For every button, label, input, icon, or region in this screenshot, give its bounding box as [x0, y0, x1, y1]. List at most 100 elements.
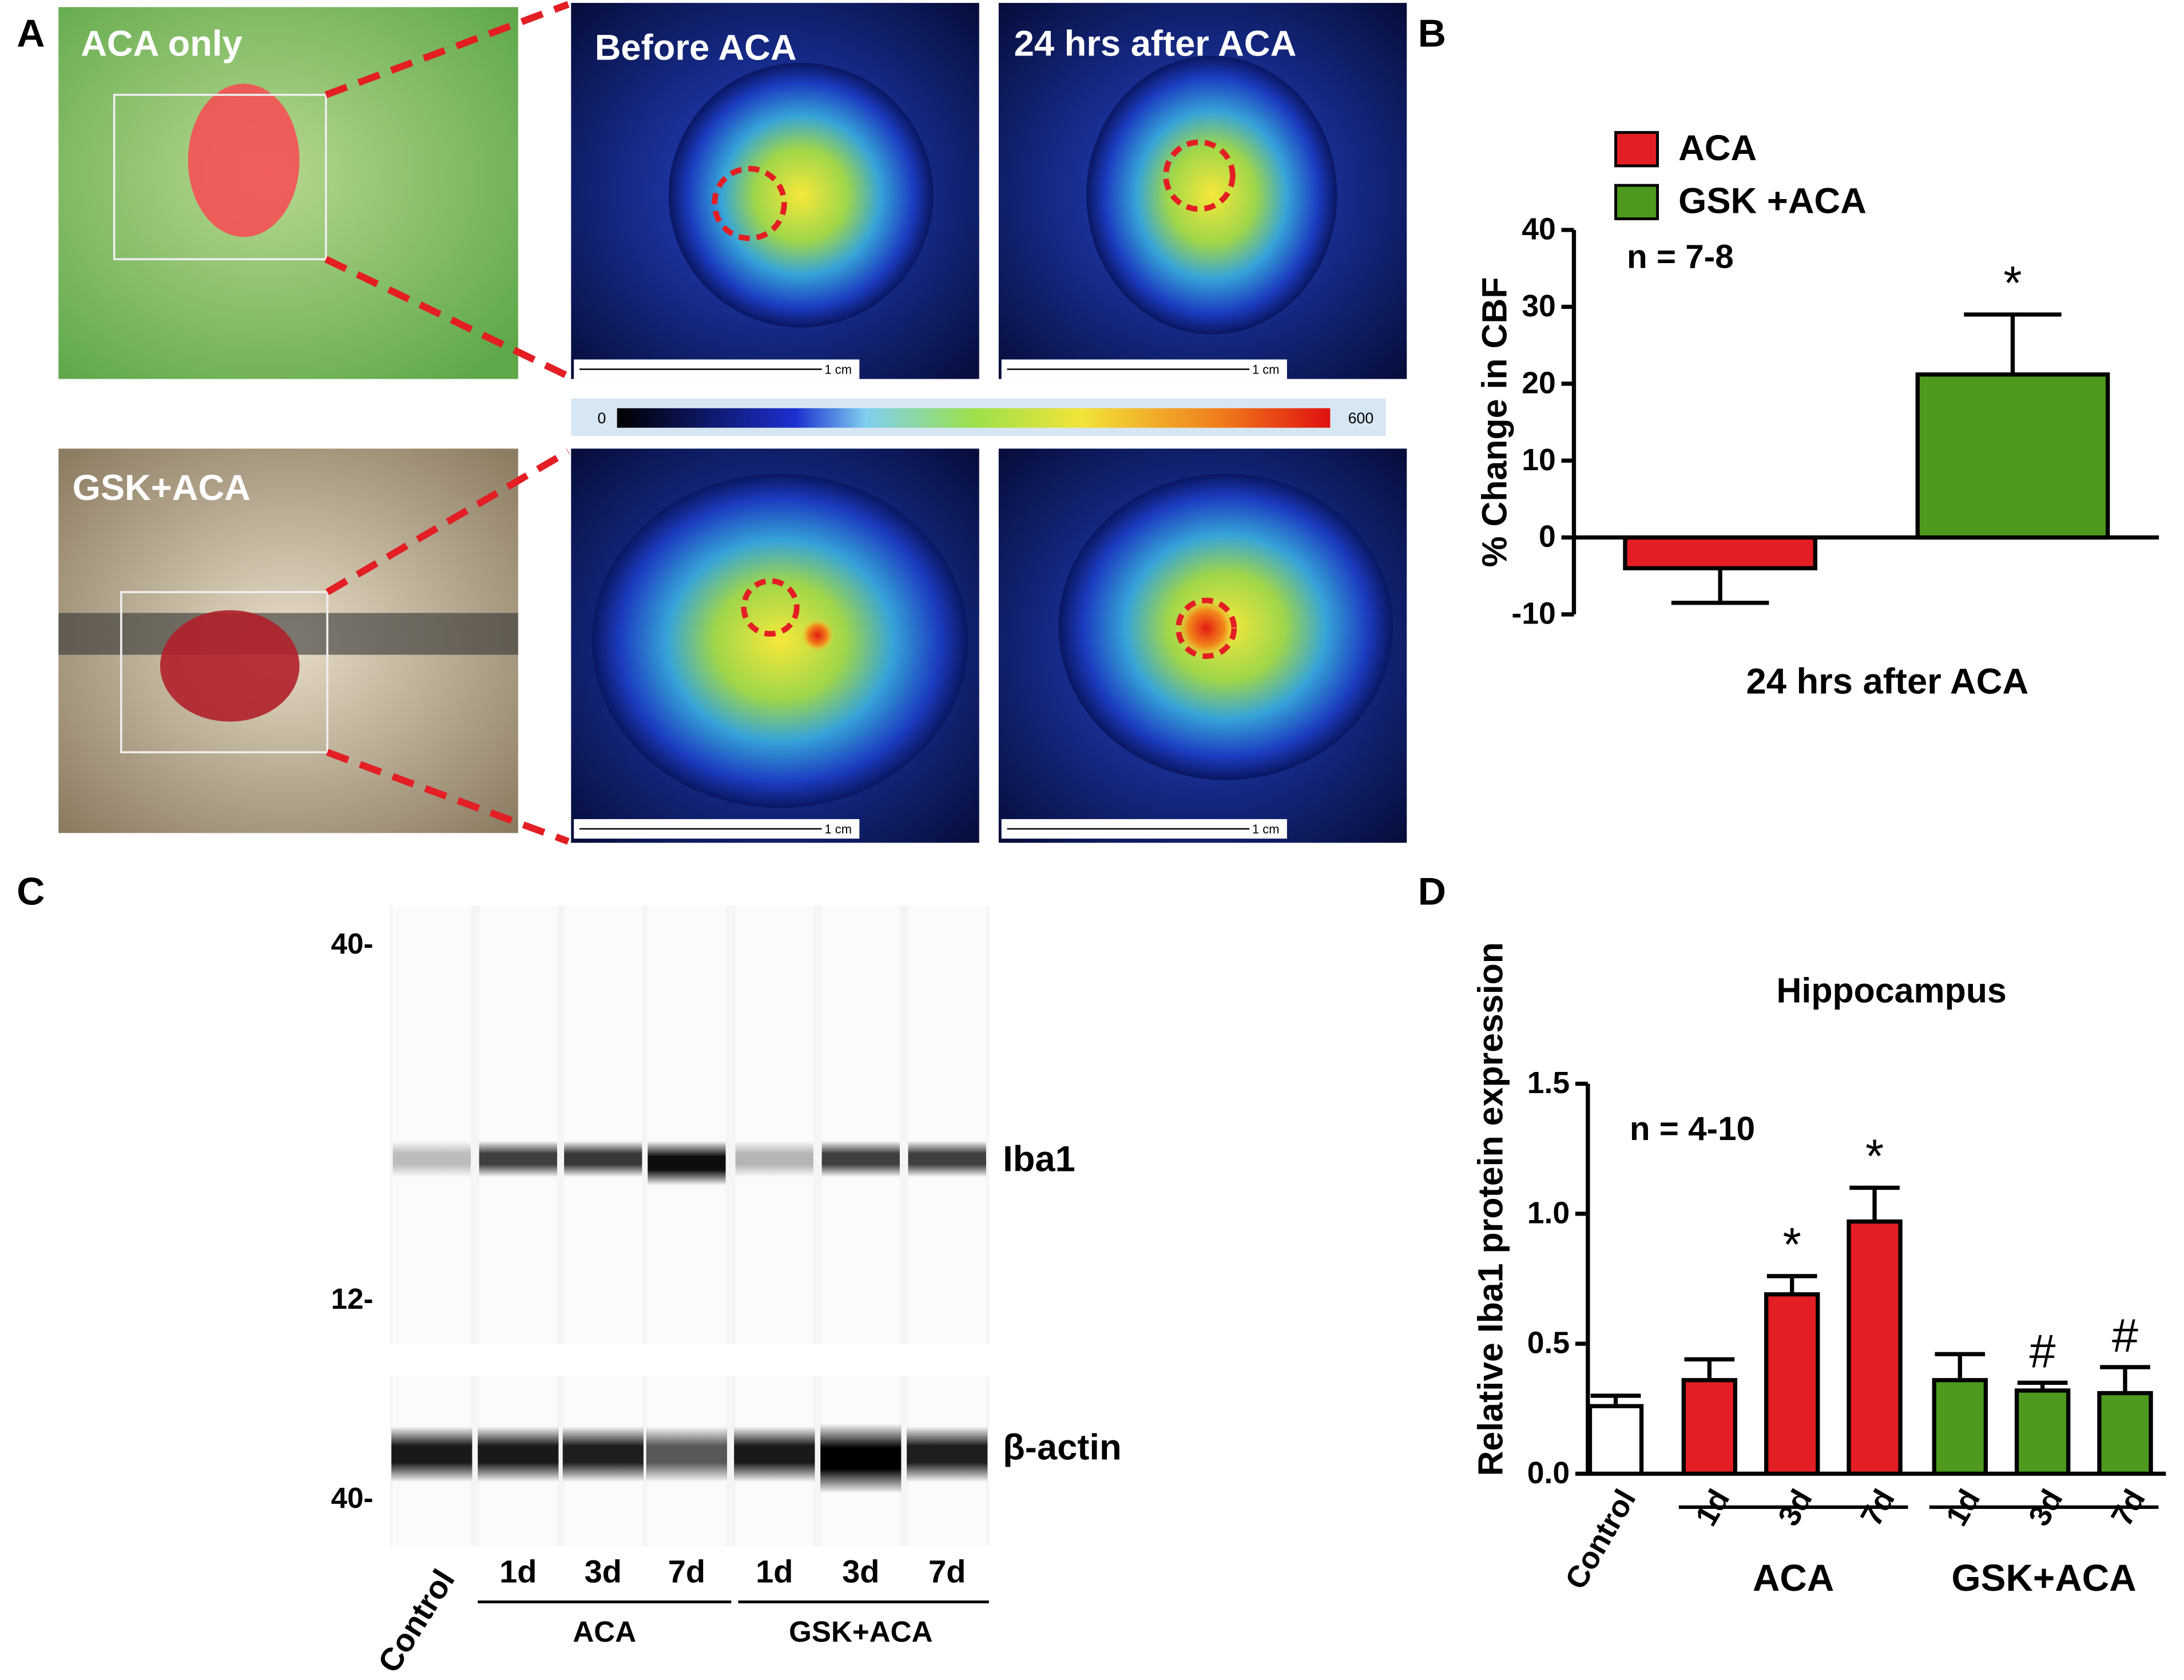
panel-label: C [17, 869, 45, 913]
bar [1915, 372, 2110, 540]
colorbar-min: 0 [597, 410, 606, 427]
band [564, 1141, 642, 1177]
y-tick-label: 1.5 [1527, 1066, 1570, 1100]
scale-bars: 1 cm 1 cm 1 cm 1 cm [574, 359, 1287, 839]
lane [735, 905, 814, 1344]
bar [1587, 1404, 1644, 1476]
lane-label: Control [371, 1563, 462, 1679]
photo-label: ACA only [81, 23, 243, 63]
lane [564, 905, 642, 1344]
group-label: GSK+ACA [1951, 1556, 2136, 1599]
bar [1764, 1292, 1820, 1476]
band [478, 1426, 559, 1483]
photo-label: GSK+ACA [73, 468, 251, 508]
band [391, 1426, 472, 1483]
legend-swatch [1614, 131, 1659, 168]
bar [2014, 1388, 2071, 1476]
panel-label: B [1418, 12, 1446, 55]
band [562, 1426, 644, 1483]
band [646, 1426, 728, 1483]
roi-box [120, 591, 329, 753]
mw-label: 40- [331, 1482, 374, 1514]
y-tick-label: -10 [1511, 597, 1555, 631]
legend-swatch [1614, 184, 1659, 220]
x-axis-label: 24 hrs after ACA [1746, 662, 2029, 702]
lane [821, 905, 900, 1344]
flux-image [998, 448, 1407, 843]
significance-marker: * [1783, 1218, 1801, 1271]
band [821, 1141, 900, 1177]
legend-label: GSK +ACA [1678, 181, 1867, 221]
annotation: n = 7-8 [1627, 239, 1734, 276]
bar [1681, 1378, 1738, 1476]
photo-spot [160, 610, 300, 722]
significance-marker: # [2030, 1324, 2056, 1377]
lane-label: 3d [585, 1554, 622, 1590]
mw-label: 40- [331, 927, 374, 960]
y-tick-label: 0.0 [1527, 1456, 1570, 1490]
scale-label: 1 cm [1252, 822, 1279, 836]
lane [908, 905, 986, 1344]
scale-label: 1 cm [824, 363, 851, 377]
y-tick-label: 0.5 [1527, 1326, 1570, 1360]
lane-label: 1d [499, 1554, 537, 1590]
bar [1623, 535, 1817, 571]
group-label: ACA [573, 1615, 636, 1648]
y-axis-label: Relative Iba1 protein expression [1471, 942, 1510, 1476]
band [908, 1141, 986, 1177]
image-title: 24 hrs after ACA [1014, 23, 1297, 63]
y-tick-label: 0 [1539, 520, 1556, 554]
flux-image [571, 448, 979, 843]
y-tick-label: 1.0 [1527, 1196, 1570, 1230]
band [734, 1426, 815, 1483]
y-axis-label: % Change in CBF [1475, 277, 1514, 567]
bands [391, 905, 988, 1547]
x-tick-label: Control [1559, 1484, 1642, 1595]
lane [479, 905, 557, 1344]
band [479, 1141, 557, 1177]
lane-label: 7d [928, 1554, 966, 1590]
y-tick-label: 10 [1522, 443, 1556, 477]
zoom-lines [324, 1, 570, 845]
bar [1932, 1378, 1988, 1476]
band-label: Iba1 [1003, 1139, 1075, 1179]
band [735, 1141, 814, 1177]
roi-box [113, 93, 327, 260]
band-label: β-actin [1003, 1428, 1121, 1468]
significance-marker: * [1865, 1130, 1884, 1183]
colorbar-max: 600 [1348, 410, 1374, 427]
mw-label: 12- [331, 1282, 374, 1315]
lane-label: 3d [842, 1554, 879, 1590]
legend-label: ACA [1678, 128, 1757, 168]
photo-spot [188, 84, 300, 237]
panel-label: A [17, 12, 45, 55]
flux-image [571, 3, 979, 379]
flux-image [998, 3, 1407, 379]
y-tick-label: 20 [1522, 366, 1556, 400]
lane-label: 7d [668, 1554, 705, 1590]
band [820, 1423, 902, 1494]
lane-label: 1d [756, 1554, 793, 1590]
colorbar [617, 408, 1331, 428]
image-title: Before ACA [595, 28, 797, 68]
y-tick-label: 30 [1522, 289, 1556, 323]
significance-marker: # [2112, 1309, 2138, 1362]
scale-label: 1 cm [824, 822, 851, 836]
band [648, 1141, 726, 1186]
lane [392, 905, 471, 1344]
group-label: GSK+ACA [789, 1615, 932, 1648]
bar [1847, 1219, 1903, 1476]
group-label: ACA [1753, 1556, 1834, 1599]
bar [2097, 1391, 2153, 1476]
annotation: n = 4-10 [1630, 1110, 1755, 1147]
scale-label: 1 cm [1252, 363, 1279, 377]
band [392, 1141, 471, 1177]
panel-label: D [1418, 869, 1446, 913]
chart-title: Hippocampus [1776, 971, 2006, 1010]
lane [648, 905, 726, 1344]
band [907, 1426, 988, 1483]
significance-marker: * [2003, 256, 2022, 309]
y-tick-label: 40 [1522, 213, 1556, 247]
